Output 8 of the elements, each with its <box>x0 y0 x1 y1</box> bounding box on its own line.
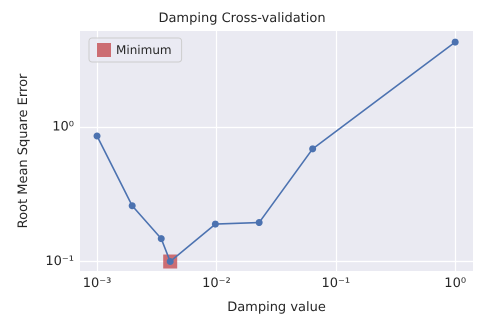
x-tick-label: 10⁰ <box>444 276 466 291</box>
x-axis-title: Damping value <box>227 300 326 315</box>
chart-title: Damping Cross-validation <box>158 11 326 26</box>
y-axis-title: Root Mean Square Error <box>16 72 31 228</box>
x-tick-label: 10⁻³ <box>82 276 112 291</box>
x-tick-label: 10⁻¹ <box>321 276 350 291</box>
x-tick-label: 10⁻² <box>202 276 231 291</box>
legend-label: Minimum <box>116 43 172 57</box>
